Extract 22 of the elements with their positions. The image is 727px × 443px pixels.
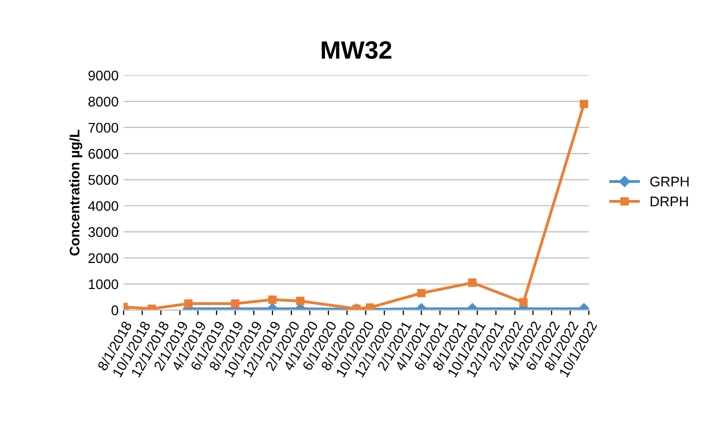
y-tick-label: 3000 (88, 227, 118, 238)
y-tick-label: 5000 (88, 174, 118, 185)
y-tick-label: 8000 (88, 96, 118, 107)
point (519, 298, 528, 306)
point (231, 299, 240, 308)
legend-label: GRPH (650, 176, 689, 186)
y-axis-title: Concentration µg/L (69, 130, 82, 256)
y-tick-label: 6000 (88, 148, 118, 159)
y-tick-label: 9000 (88, 70, 118, 80)
point (268, 296, 277, 304)
y-tick-label: 4000 (88, 201, 118, 211)
point (580, 100, 588, 108)
y-tick-label: 0 (112, 305, 118, 316)
y-tick-label: 1000 (88, 279, 118, 290)
y-tick-label: 2000 (88, 253, 118, 264)
point (296, 296, 304, 306)
legend-label: DRPH (650, 196, 688, 206)
point (184, 299, 193, 308)
point (468, 278, 477, 287)
chart-title: MW32 (322, 41, 392, 59)
y-tick-label: 7000 (88, 122, 118, 133)
point (417, 288, 426, 298)
